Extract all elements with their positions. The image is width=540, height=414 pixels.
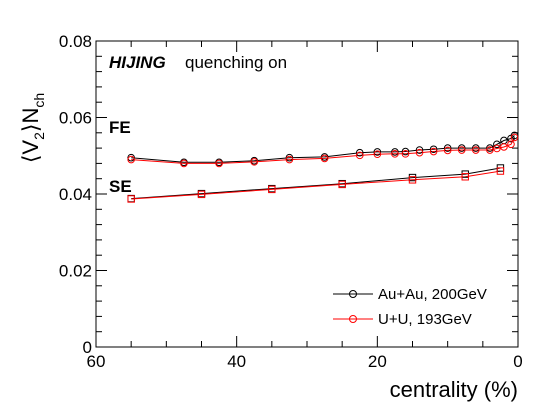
data-point [197, 190, 206, 199]
series-line-3 [131, 170, 501, 200]
data-point [486, 146, 494, 154]
series-line-1 [131, 137, 515, 164]
y-tick-label: 0.02 [59, 262, 92, 281]
data-point [493, 144, 501, 153]
data-point [429, 147, 438, 156]
x-axis-title: centrality (%) [390, 377, 518, 402]
x-tick-label: 0 [513, 352, 522, 371]
y-tick-label: 0 [83, 338, 92, 357]
data-point [472, 146, 480, 154]
x-tick-label: 40 [227, 352, 246, 371]
data-point [215, 159, 223, 168]
series-lines [131, 135, 515, 200]
data-point [250, 158, 259, 166]
data-point [401, 147, 410, 156]
data-point [338, 180, 346, 189]
legend-label-auau: Au+Au, 200GeV [378, 286, 487, 303]
data-point [320, 154, 329, 163]
data-point [496, 167, 505, 175]
y-title-sub-2: 2 [31, 132, 47, 140]
data-point [510, 133, 519, 142]
data-point [443, 146, 452, 155]
data-point [415, 148, 424, 157]
data-point [500, 143, 508, 151]
data-point [461, 173, 469, 181]
data-point [408, 176, 417, 184]
series-markers [127, 131, 519, 203]
data-point [285, 153, 294, 162]
data-point [401, 150, 410, 158]
data-point [355, 151, 364, 160]
data-point [127, 195, 135, 203]
se-label: SE [109, 177, 132, 196]
data-point [493, 140, 501, 149]
data-point [373, 148, 382, 156]
y-axis-title: ⟨V2⟩Nch [18, 93, 47, 163]
legend-marker-auau [349, 290, 357, 298]
y-title-sub-ch: ch [31, 93, 47, 108]
data-point [373, 150, 382, 159]
legend-label-uu: U+U, 193GeV [378, 311, 472, 328]
y-tick-label: 0.08 [59, 32, 92, 51]
data-point [429, 145, 438, 154]
quenching-label: quenching on [185, 53, 287, 72]
y-title-bracket-close: ⟩N [18, 108, 43, 132]
data-point [415, 146, 424, 154]
x-tick-label: 60 [87, 352, 106, 371]
svg-text:⟨V2⟩Nch: ⟨V2⟩Nch [18, 93, 47, 163]
fe-label: FE [109, 118, 131, 137]
data-point [180, 159, 188, 168]
data-point [507, 140, 515, 149]
y-tick-label: 0.06 [59, 109, 92, 128]
y-title-bracket-open: ⟨V [18, 140, 43, 164]
legend: Au+Au, 200GeV U+U, 193GeV [333, 286, 487, 328]
data-point [127, 153, 135, 162]
data-point [472, 144, 480, 152]
x-axis-ticks: 60 40 20 0 [87, 41, 523, 371]
y-tick-label: 0.04 [59, 185, 92, 204]
data-point [391, 148, 399, 156]
data-point [443, 144, 452, 152]
data-point [510, 131, 519, 140]
data-point [127, 155, 135, 164]
data-point [457, 144, 466, 152]
series-line-2 [131, 167, 501, 200]
y-axis-ticks: 0 0.02 0.04 0.06 0.08 [59, 32, 518, 357]
legend-marker-uu [349, 315, 357, 323]
hijing-label: HIJING [109, 53, 166, 72]
data-point [355, 148, 364, 157]
data-point [268, 185, 276, 194]
data-point [391, 150, 399, 158]
x-tick-label: 20 [368, 352, 387, 371]
data-point [285, 155, 294, 164]
data-point [457, 146, 466, 154]
